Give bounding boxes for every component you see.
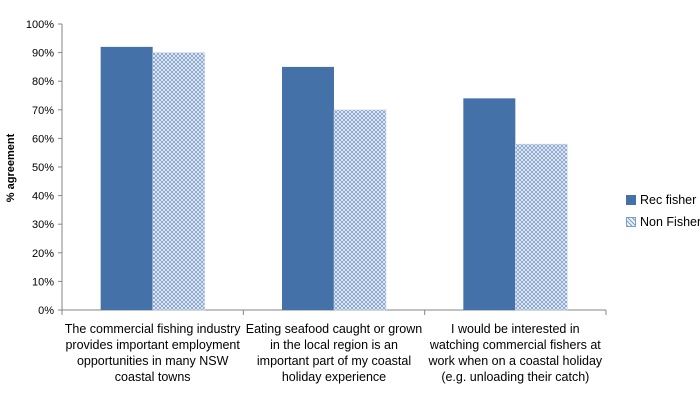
bars bbox=[100, 46, 568, 311]
bar-non-fisher bbox=[152, 52, 205, 311]
y-tick-label: 60% bbox=[32, 133, 54, 145]
axes: 0% 10% 20% 30% 40% 50% 60% 70% 80% 90% 100% bbox=[26, 19, 607, 317]
bar-non-fisher bbox=[515, 143, 568, 311]
y-tick-label: 50% bbox=[32, 162, 54, 174]
y-tick-label: 70% bbox=[32, 105, 54, 117]
y-tick-label: 30% bbox=[32, 219, 54, 231]
y-tick-label: 10% bbox=[32, 276, 54, 288]
y-tick-label: 90% bbox=[32, 48, 54, 60]
x-category-label: I would be interested in watching commer… bbox=[428, 322, 603, 384]
bar-rec-fisher bbox=[282, 66, 334, 311]
legend-label: Rec fisher bbox=[640, 193, 697, 207]
legend-item: Non Fisher bbox=[626, 215, 700, 229]
x-category-label: The commercial fishing industry provides… bbox=[64, 322, 241, 384]
y-tick-label: 100% bbox=[26, 19, 54, 31]
legend-swatch bbox=[626, 217, 636, 227]
bar-rec-fisher bbox=[463, 98, 516, 310]
y-tick-label: 40% bbox=[32, 191, 54, 203]
legend-label: Non Fisher bbox=[640, 215, 700, 229]
bar-non-fisher bbox=[333, 109, 387, 311]
bar-rec-fisher bbox=[100, 46, 153, 310]
y-axis-label: % agreement bbox=[5, 133, 17, 202]
y-tick-label: 20% bbox=[32, 248, 54, 260]
y-tick-label: 80% bbox=[32, 76, 54, 88]
y-tick-label: 0% bbox=[38, 305, 54, 317]
x-category-label: Eating seafood caught or grown in the lo… bbox=[245, 322, 423, 384]
legend-swatch bbox=[626, 195, 636, 205]
legend-item: Rec fisher bbox=[626, 193, 696, 207]
